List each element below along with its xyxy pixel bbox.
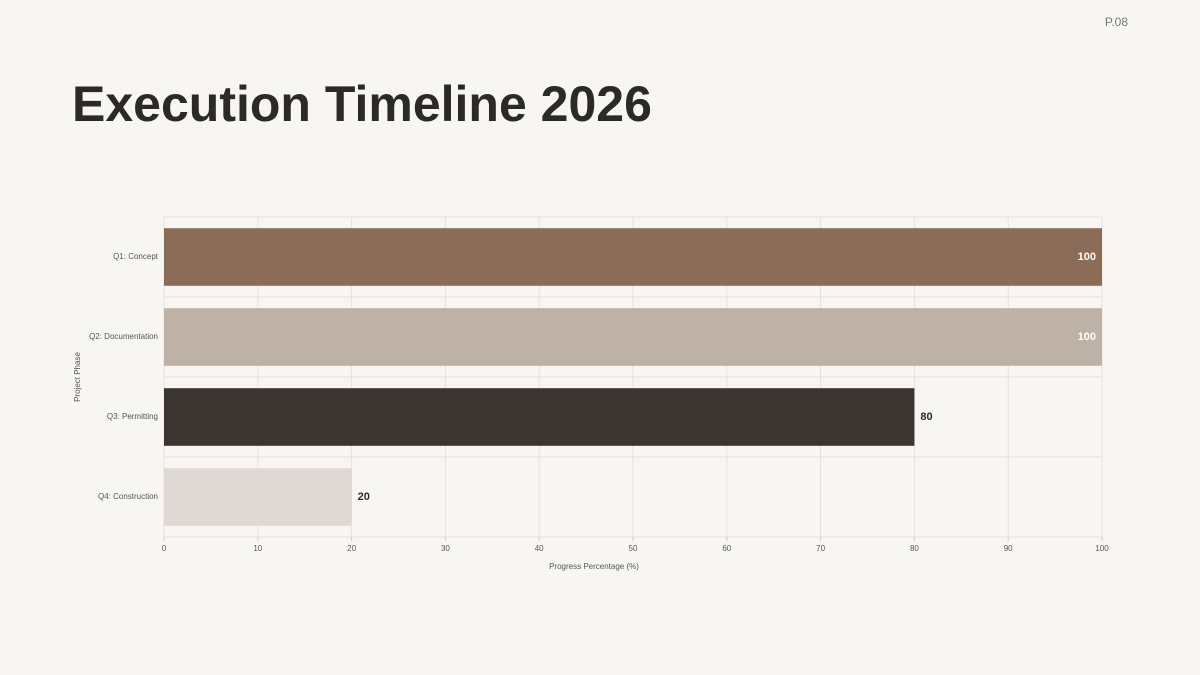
slide-title: Execution Timeline 2026 bbox=[72, 76, 652, 132]
x-axis-label: Progress Percentage (%) bbox=[549, 562, 639, 571]
y-tick-label: Q2: Documentation bbox=[89, 332, 158, 341]
x-tick-label: 70 bbox=[816, 544, 825, 553]
x-tick-label: 10 bbox=[253, 544, 262, 553]
y-tick-label: Q4: Construction bbox=[98, 492, 158, 501]
x-tick-label: 80 bbox=[910, 544, 919, 553]
data-label: 100 bbox=[1078, 331, 1096, 343]
y-tick-label: Q3: Permitting bbox=[107, 412, 158, 421]
bar bbox=[164, 308, 1102, 366]
bar bbox=[164, 228, 1102, 286]
x-tick-label: 30 bbox=[441, 544, 450, 553]
x-tick-label: 90 bbox=[1004, 544, 1013, 553]
bar bbox=[164, 388, 915, 446]
x-tick-label: 60 bbox=[722, 544, 731, 553]
x-tick-label: 0 bbox=[162, 544, 167, 553]
x-tick-label: 20 bbox=[347, 544, 356, 553]
data-label: 20 bbox=[358, 491, 370, 503]
y-tick-label: Q1: Concept bbox=[113, 252, 159, 261]
x-tick-label: 100 bbox=[1095, 544, 1109, 553]
y-axis-label: Project Phase bbox=[73, 352, 82, 402]
x-tick-label: 50 bbox=[629, 544, 638, 553]
data-label: 80 bbox=[920, 411, 932, 423]
x-tick-label: 40 bbox=[535, 544, 544, 553]
page-number: P.08 bbox=[1105, 15, 1128, 29]
data-label: 100 bbox=[1078, 251, 1096, 263]
bar bbox=[164, 468, 352, 526]
